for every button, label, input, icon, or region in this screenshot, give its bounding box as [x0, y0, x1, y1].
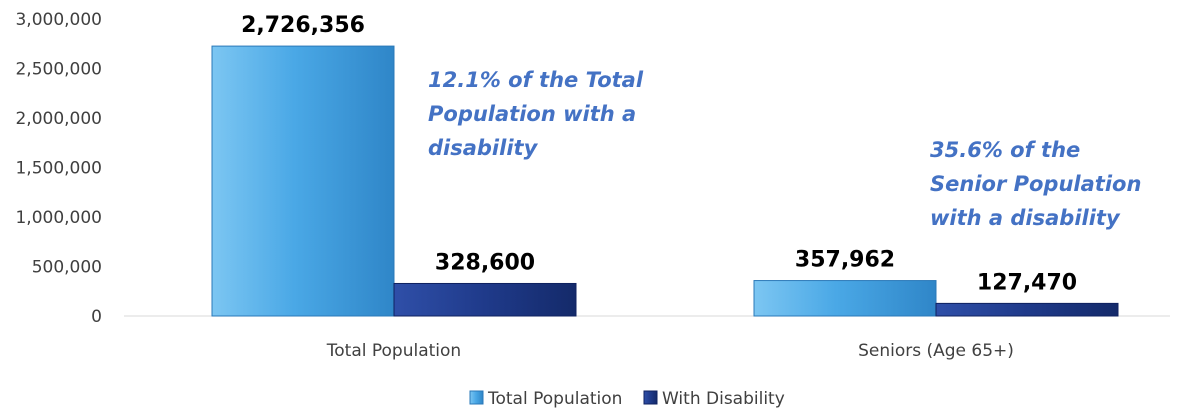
- legend-swatch: [469, 390, 484, 405]
- annotations: 12.1% of the Total Population with a disab…: [428, 68, 1141, 230]
- annotation-line: Senior Population: [930, 172, 1141, 196]
- y-axis: 0 500,000 1,000,000 1,500,000 2,000,000 2,500…: [15, 10, 102, 327]
- data-label: 328,600: [435, 250, 535, 275]
- y-tick-label: 0: [91, 307, 102, 327]
- category-labels: Total Population Seniors (Age 65+): [326, 341, 1014, 361]
- bar-total-0: [211, 45, 395, 317]
- bar-total-1: [753, 280, 937, 317]
- annotation-line: 12.1% of the Total: [428, 68, 644, 92]
- category-label: Total Population: [326, 341, 461, 361]
- data-label: 2,726,356: [241, 13, 365, 38]
- annotation-line: 35.6% of the: [930, 138, 1080, 162]
- y-tick-label: 3,000,000: [15, 10, 102, 30]
- data-label: 127,470: [977, 270, 1077, 295]
- bar-disability-0: [393, 282, 577, 317]
- annotation-line: Population with a: [428, 102, 636, 126]
- y-tick-label: 2,000,000: [15, 109, 102, 129]
- data-labels: 2,726,356 328,600 357,962 127,470: [241, 13, 1077, 295]
- bars: [211, 45, 1119, 317]
- y-tick-label: 500,000: [32, 258, 102, 278]
- annotation-line: disability: [428, 136, 539, 160]
- category-label: Seniors (Age 65+): [858, 341, 1014, 361]
- y-tick-label: 2,500,000: [15, 60, 102, 80]
- bar-disability-1: [935, 302, 1119, 317]
- data-label: 357,962: [795, 248, 895, 273]
- legend: Total Population With Disability: [469, 389, 785, 409]
- y-tick-label: 1,500,000: [15, 159, 102, 179]
- legend-label: With Disability: [662, 389, 785, 409]
- legend-label: Total Population: [487, 389, 622, 409]
- y-tick-label: 1,000,000: [15, 208, 102, 228]
- legend-swatch: [643, 390, 658, 405]
- annotation-line: with a disability: [930, 206, 1121, 230]
